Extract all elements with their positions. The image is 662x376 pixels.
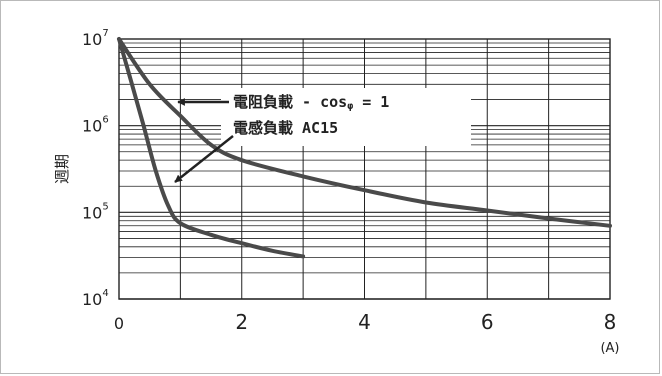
x-tick-label: 0 (114, 314, 124, 333)
x-tick-label: 2 (235, 310, 248, 334)
y-tick-label: 107 (82, 28, 109, 49)
x-tick-label: 6 (481, 310, 494, 334)
series-lines (117, 37, 612, 259)
tick-labels: 0 2 4 6 8 (A) 104 105 106 107 週期 (53, 28, 620, 356)
axes (118, 38, 611, 300)
y-axis-label: 週期 (53, 154, 71, 184)
resistive-load-label: 電阻負載 - cosφ = 1 (233, 93, 389, 112)
y-tick-label: 106 (82, 115, 109, 136)
x-unit-label: (A) (600, 341, 619, 356)
plot-border (118, 38, 611, 300)
y-tick-label: 105 (82, 201, 109, 222)
x-tick-label: 8 (604, 310, 617, 334)
arrow-inductive (174, 135, 234, 183)
y-tick-label: 104 (82, 288, 109, 309)
x-tick-label: 4 (358, 310, 371, 334)
series-line-2 (117, 37, 306, 259)
series-line-1 (117, 37, 612, 228)
annotation-background (221, 88, 471, 146)
annotations: 電阻負載 - cosφ = 1 電感負載 AC15 (174, 88, 471, 183)
inductive-load-label: 電感負載 AC15 (233, 119, 338, 137)
